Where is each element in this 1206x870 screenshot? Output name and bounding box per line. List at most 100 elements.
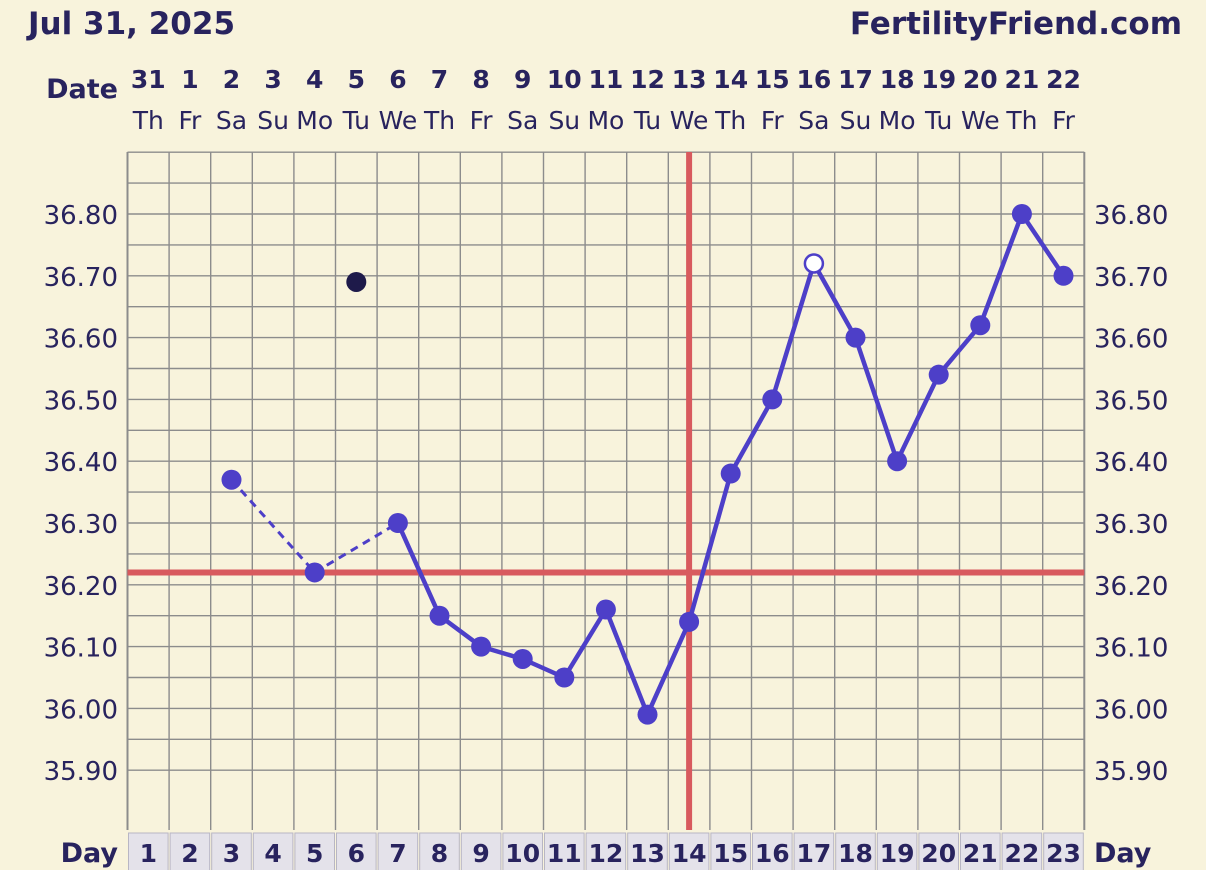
weekday-label: Mo: [296, 106, 333, 135]
y-tick-label-left: 35.90: [44, 757, 118, 787]
day-label: 23: [1046, 839, 1081, 868]
weekday-label: We: [670, 106, 709, 135]
temperature-point: [762, 389, 782, 409]
y-tick-label-right: 36.60: [1094, 325, 1168, 355]
temperature-line-dashed: [315, 523, 398, 572]
y-tick-label-left: 36.40: [44, 448, 118, 478]
day-label: 19: [880, 839, 915, 868]
day-label: 15: [713, 839, 748, 868]
day-label: 16: [755, 839, 790, 868]
weekday-label: Tu: [342, 106, 370, 135]
date-label: 18: [880, 65, 915, 94]
temperature-point-discarded: [346, 272, 366, 292]
day-label: 21: [963, 839, 998, 868]
y-tick-label-right: 36.40: [1094, 448, 1168, 478]
y-tick-label-right: 36.00: [1094, 695, 1168, 725]
date-label: 22: [1046, 65, 1081, 94]
temperature-point: [554, 668, 574, 688]
day-row-label-left: Day: [61, 838, 119, 869]
date-label: 9: [514, 65, 531, 94]
temperature-point: [1054, 266, 1074, 286]
date-label: 10: [547, 65, 582, 94]
y-tick-label-left: 36.80: [44, 201, 118, 231]
day-label: 17: [797, 839, 832, 868]
temperature-point: [471, 637, 491, 657]
date-label: 16: [797, 65, 832, 94]
y-tick-label-right: 35.90: [1094, 757, 1168, 787]
chart-date: Jul 31, 2025: [28, 6, 235, 42]
weekday-label: Th: [132, 106, 164, 135]
temperature-point: [638, 705, 658, 725]
day-label: 11: [547, 839, 582, 868]
date-label: 11: [589, 65, 624, 94]
y-tick-label-right: 36.30: [1094, 510, 1168, 540]
weekday-label: Tu: [924, 106, 952, 135]
temperature-point: [929, 365, 949, 385]
temperature-point: [679, 612, 699, 632]
date-label: 19: [921, 65, 956, 94]
temperature-point: [513, 649, 533, 669]
temperature-point-open: [805, 254, 823, 272]
day-label: 9: [472, 839, 489, 868]
date-label: 8: [472, 65, 489, 94]
day-label: 3: [223, 839, 240, 868]
chart-grid: [128, 152, 1085, 830]
date-label: 4: [306, 65, 323, 94]
day-label: 6: [348, 839, 365, 868]
temperature-point: [721, 464, 741, 484]
weekday-label: Mo: [879, 106, 916, 135]
date-label: 20: [963, 65, 998, 94]
temperature-point: [596, 600, 616, 620]
date-label: 1: [181, 65, 198, 94]
date-label: 31: [131, 65, 166, 94]
temperature-point: [1012, 204, 1032, 224]
weekday-label: Mo: [587, 106, 624, 135]
date-row-label: Date: [46, 74, 118, 105]
y-tick-label-right: 36.50: [1094, 386, 1168, 416]
y-tick-label-left: 36.60: [44, 325, 118, 355]
date-label: 7: [431, 65, 448, 94]
weekday-label: Su: [257, 106, 289, 135]
date-label: 17: [838, 65, 873, 94]
day-label: 20: [921, 839, 956, 868]
temperature-point: [305, 562, 325, 582]
day-label: 4: [264, 839, 281, 868]
weekday-label: Sa: [798, 106, 829, 135]
day-label: 10: [505, 839, 540, 868]
temperature-point: [222, 470, 242, 490]
date-label: 15: [755, 65, 790, 94]
date-label: 5: [348, 65, 365, 94]
weekday-label: Fr: [1052, 106, 1076, 135]
day-label: 8: [431, 839, 448, 868]
day-label: 22: [1005, 839, 1040, 868]
y-tick-label-right: 36.70: [1094, 263, 1168, 293]
weekday-label: Th: [1005, 106, 1037, 135]
chart-axis-labels: 36.80 36.80 36.70 36.70 36.60 36.60 36.50 36.50…: [44, 65, 1169, 870]
day-label: 14: [672, 839, 707, 868]
weekday-label: Tu: [633, 106, 661, 135]
y-tick-label-left: 36.70: [44, 263, 118, 293]
temperature-lines: [128, 152, 1085, 830]
temperature-point: [887, 451, 907, 471]
day-label: 18: [838, 839, 873, 868]
weekday-label: Su: [840, 106, 872, 135]
date-label: 12: [630, 65, 665, 94]
y-tick-label-left: 36.50: [44, 386, 118, 416]
day-label: 12: [589, 839, 624, 868]
site-title: FertilityFriend.com: [850, 6, 1182, 42]
temperature-point: [388, 513, 408, 533]
day-label: 13: [630, 839, 665, 868]
weekday-label: Sa: [507, 106, 538, 135]
y-tick-label-right: 36.10: [1094, 634, 1168, 664]
temperature-point: [970, 315, 990, 335]
date-label: 2: [223, 65, 240, 94]
weekday-label: Fr: [761, 106, 785, 135]
day-label: 2: [181, 839, 198, 868]
temperature-point: [430, 606, 450, 626]
y-tick-label-left: 36.20: [44, 572, 118, 602]
day-label: 1: [140, 839, 157, 868]
day-label: 7: [389, 839, 406, 868]
y-tick-label-right: 36.20: [1094, 572, 1168, 602]
weekday-label: Th: [423, 106, 455, 135]
